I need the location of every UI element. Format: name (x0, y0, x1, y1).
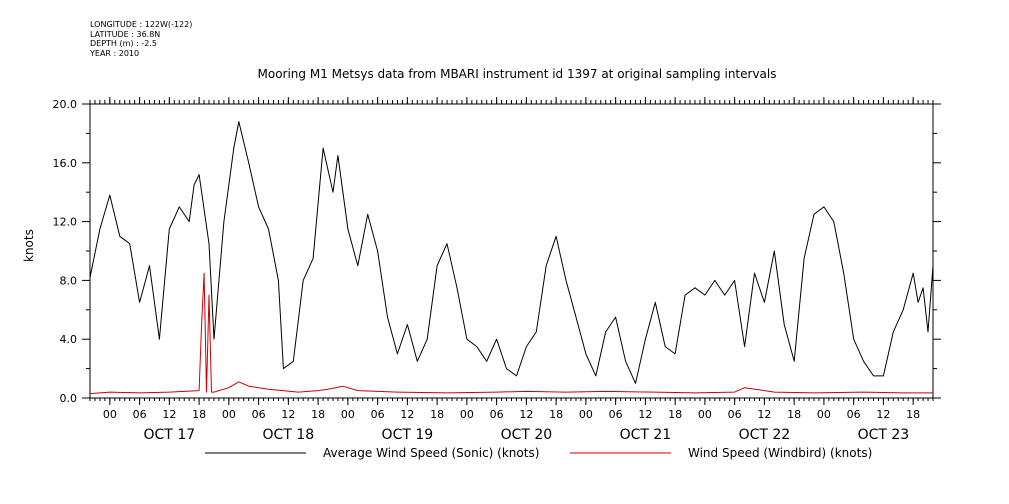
x-day-label: OCT 23 (858, 427, 910, 443)
x-hour-label: 12 (757, 408, 771, 421)
x-hour-label: 12 (400, 408, 414, 421)
x-hour-label: 06 (490, 408, 504, 421)
depth-text: DEPTH (m) : -2.5 (90, 39, 157, 48)
x-hour-label: 00 (579, 408, 593, 421)
chart-title: Mooring M1 Metsys data from MBARI instru… (257, 67, 777, 81)
x-day-label: OCT 20 (501, 427, 553, 443)
x-hour-label: 12 (281, 408, 295, 421)
x-day-label: OCT 22 (739, 427, 791, 443)
x-hour-label: 12 (638, 408, 652, 421)
x-hour-label: 18 (430, 408, 444, 421)
axes-group: 0.0 4.0 8.0 12.0 16.0 20.0 00 06 12 18 00 06 12 18 00 0… (53, 97, 941, 443)
y-tick-label: 8.0 (60, 274, 78, 287)
plot-metadata: LONGITUDE : 122W(-122) LATITUDE : 36.8N … (90, 20, 192, 58)
y-tick-label: 20.0 (53, 98, 78, 111)
x-day-label: OCT 19 (382, 427, 434, 443)
x-day-label: OCT 17 (144, 427, 196, 443)
x-hour-label: 06 (371, 408, 385, 421)
legend-label-windbird: Wind Speed (Windbird) (knots) (688, 446, 873, 460)
x-hour-label: 00 (341, 408, 355, 421)
x-hour-label: 18 (549, 408, 563, 421)
x-hour-label: 06 (728, 408, 742, 421)
x-day-label: OCT 18 (263, 427, 315, 443)
x-hour-label: 00 (103, 408, 117, 421)
x-hour-label: 12 (162, 408, 176, 421)
latitude-text: LATITUDE : 36.8N (90, 29, 161, 39)
y-tick-label: 16.0 (53, 157, 78, 170)
series-line-sonic (89, 121, 934, 384)
x-hour-label: 12 (876, 408, 890, 421)
y-tick-label: 12.0 (53, 216, 78, 229)
x-hour-label: 06 (252, 408, 266, 421)
year-text: YEAR : 2010 (90, 48, 140, 58)
x-hour-label: 06 (133, 408, 147, 421)
x-hour-label: 00 (698, 408, 712, 421)
legend-label-sonic: Average Wind Speed (Sonic) (knots) (323, 446, 540, 460)
x-hour-label: 06 (609, 408, 623, 421)
x-hour-label: 12 (519, 408, 533, 421)
plot-frame (89, 103, 934, 399)
x-hour-label: 18 (668, 408, 682, 421)
x-hour-label: 06 (847, 408, 861, 421)
series-line-windbird (89, 272, 933, 395)
y-tick-label: 0.0 (60, 392, 78, 405)
x-hour-label: 18 (906, 408, 920, 421)
x-hour-label: 18 (311, 408, 325, 421)
y-tick-label: 4.0 (60, 333, 78, 346)
x-hour-label: 00 (222, 408, 236, 421)
x-hour-label: 18 (787, 408, 801, 421)
longitude-text: LONGITUDE : 122W(-122) (90, 20, 193, 29)
x-day-label: OCT 21 (620, 427, 672, 443)
x-hour-label: 18 (192, 408, 206, 421)
x-hour-label: 00 (460, 408, 474, 421)
x-hour-label: 00 (817, 408, 831, 421)
series-layer (89, 121, 934, 395)
